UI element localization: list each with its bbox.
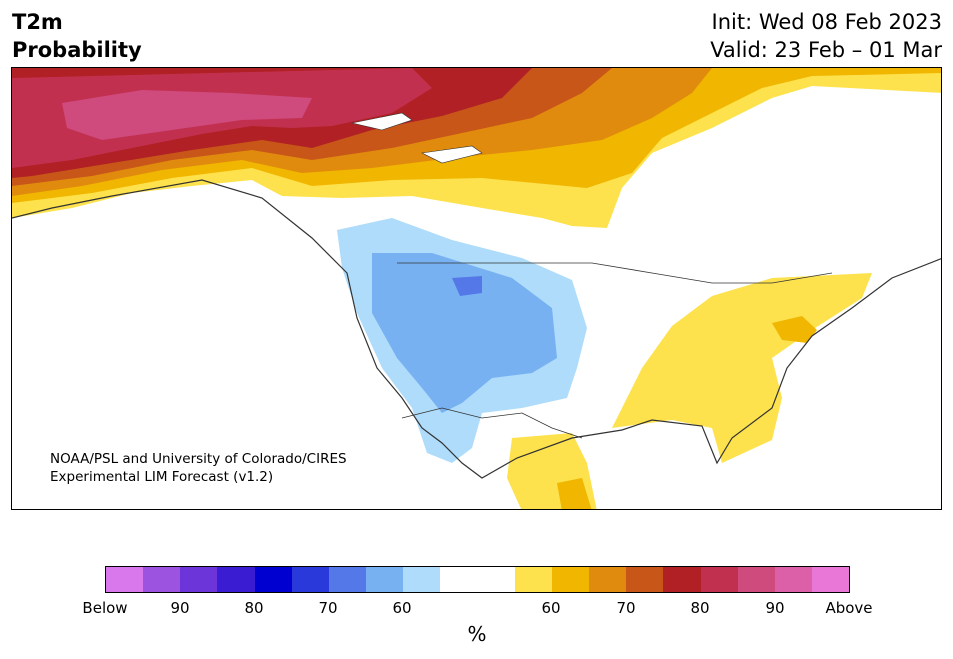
map-svg (12, 68, 941, 509)
colorbar-segment (143, 567, 181, 592)
country-border (397, 262, 833, 284)
above-90-core (62, 90, 312, 140)
below-70-core-west (452, 276, 482, 296)
colorbar-segment (551, 567, 590, 592)
coastline (12, 179, 941, 479)
above-70-northeast (772, 316, 817, 343)
colorbar-segment (589, 567, 627, 592)
colorbar-segment (106, 567, 144, 592)
title-line-1: T2m (12, 10, 63, 34)
lake (421, 145, 483, 164)
colorbar-segment (291, 567, 329, 592)
colorbar-tick-label: 90 (170, 599, 190, 617)
colorbar-tick-label: Below (82, 599, 128, 617)
map-title: T2m Probability (12, 8, 142, 64)
credit-line-2: Experimental LIM Forecast (v1.2) (50, 469, 274, 485)
colorbar-tick-label: 70 (616, 599, 636, 617)
colorbar-tick-label: 90 (765, 599, 785, 617)
colorbar-segment (477, 567, 515, 592)
colorbar-segment (700, 567, 738, 592)
credit-line-1: NOAA/PSL and University of Colorado/CIRE… (50, 451, 347, 467)
above-70-mexico (557, 478, 592, 509)
below-70-band (372, 253, 557, 413)
init-date: Init: Wed 08 Feb 2023 (711, 10, 942, 34)
lake (351, 112, 413, 131)
colorbar-segment (254, 567, 292, 592)
above-60-southeast (612, 273, 872, 463)
colorbar-segment (328, 567, 367, 592)
above-normal-region (12, 68, 941, 509)
credit-text: NOAA/PSL and University of Colorado/CIRE… (50, 450, 347, 486)
probability-map: NOAA/PSL and University of Colorado/CIRE… (11, 67, 942, 510)
colorbar-segment (626, 567, 664, 592)
colorbar-tick-label: 80 (244, 599, 264, 617)
colorbar-tick-label: Above (825, 599, 873, 617)
colorbar-tick-label: 80 (690, 599, 710, 617)
colorbar-segment (737, 567, 775, 592)
colorbar-segment (403, 567, 441, 592)
valid-date: Valid: 23 Feb – 01 Mar (710, 38, 942, 62)
colorbar-tick-label: 70 (318, 599, 338, 617)
colorbar-segment (774, 567, 812, 592)
colorbar-segment (440, 567, 478, 592)
colorbar-segment (811, 567, 850, 592)
title-line-2: Probability (12, 38, 142, 62)
forecast-dates: Init: Wed 08 Feb 2023 Valid: 23 Feb – 01… (710, 8, 942, 64)
country-border (401, 407, 583, 439)
colorbar-tick-label: 60 (392, 599, 412, 617)
colorbar-tick-label: 60 (541, 599, 561, 617)
colorbar-segment (366, 567, 404, 592)
colorbar-unit: % (467, 622, 487, 646)
colorbar-segment (663, 567, 701, 592)
colorbar (105, 566, 850, 593)
below-normal-region (337, 218, 587, 463)
colorbar-segment (180, 567, 218, 592)
colorbar-segment (514, 567, 552, 592)
colorbar-segment (217, 567, 255, 592)
